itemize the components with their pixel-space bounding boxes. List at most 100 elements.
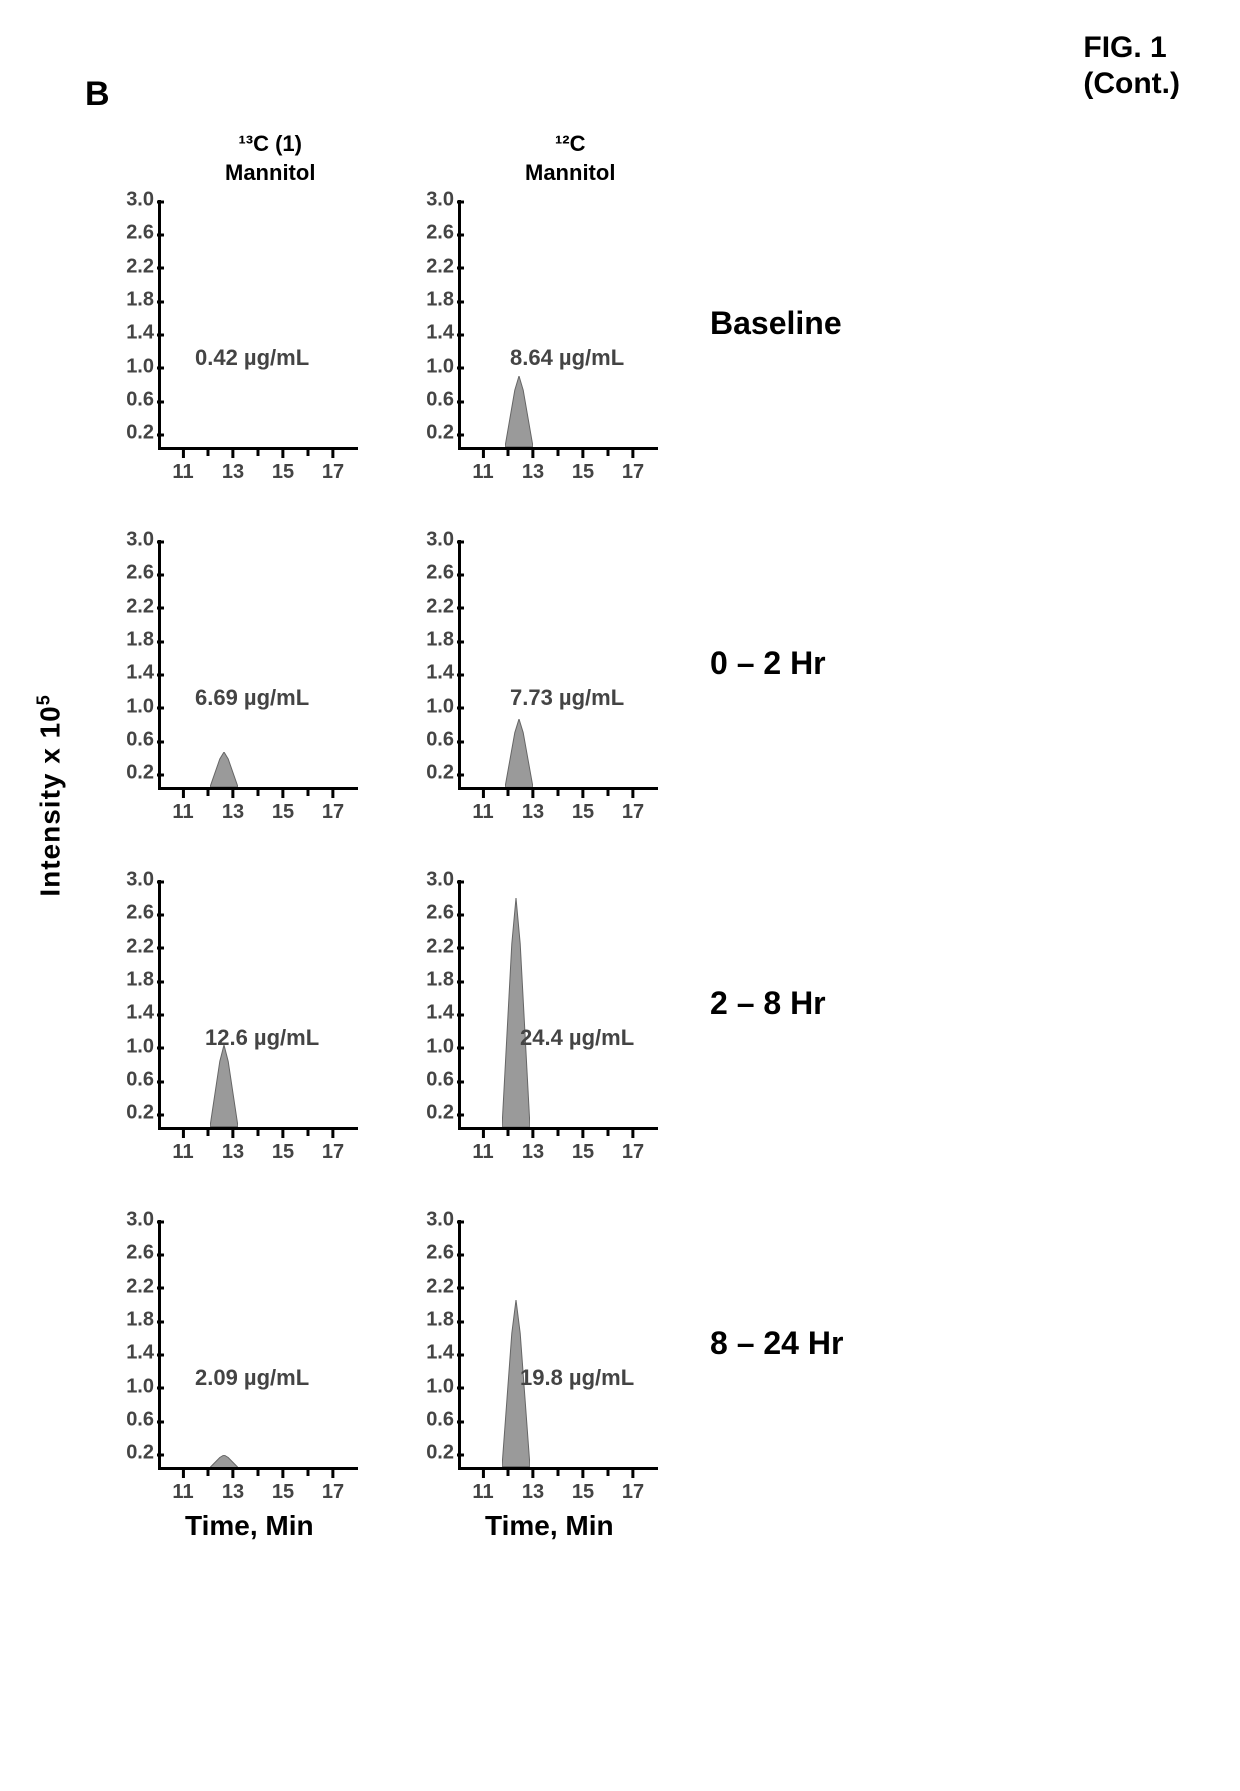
y-tick-label: 1.8 — [110, 1309, 154, 1332]
x-tick-label: 11 — [472, 801, 493, 824]
y-tick-label: 0.6 — [410, 729, 454, 752]
y-tick-label: 0.6 — [110, 1409, 154, 1432]
y-tick-label: 3.0 — [110, 529, 154, 552]
x-tick-label: 11 — [472, 461, 493, 484]
x-ticks: 11131517 — [458, 453, 658, 483]
y-tick-label: 0.2 — [410, 1102, 454, 1125]
chromatogram-peak — [210, 1045, 238, 1127]
concentration-label: 8.64 µg/mL — [510, 345, 624, 371]
y-tick-label: 2.6 — [110, 902, 154, 925]
x-tick-label: 17 — [322, 461, 344, 484]
x-minor-tick — [607, 450, 610, 456]
figure-label-line2: (Cont.) — [1083, 66, 1180, 102]
y-tick-label: 2.2 — [110, 935, 154, 958]
x-tick-label: 17 — [622, 801, 644, 824]
x-minor-tick — [207, 790, 210, 796]
y-tick-label: 3.0 — [110, 1209, 154, 1232]
y-tick-label: 2.6 — [410, 1242, 454, 1265]
y-tick-label: 0.2 — [110, 1102, 154, 1125]
y-tick-label: 1.0 — [110, 1375, 154, 1398]
y-tick-label: 2.2 — [410, 255, 454, 278]
y-tick-label: 2.6 — [110, 222, 154, 245]
x-tick-label: 13 — [522, 1141, 544, 1164]
x-tick-label: 17 — [322, 801, 344, 824]
y-tick-label: 1.4 — [110, 662, 154, 685]
concentration-label: 7.73 µg/mL — [510, 685, 624, 711]
panel-letter: B — [85, 75, 110, 114]
y-tick-label: 2.2 — [410, 1275, 454, 1298]
y-tick-label: 1.4 — [410, 662, 454, 685]
y-tick-label: 2.6 — [110, 562, 154, 585]
y-tick-label: 1.8 — [410, 969, 454, 992]
y-tick-label: 2.6 — [410, 902, 454, 925]
chromatogram-peak — [210, 752, 238, 787]
y-tick-label: 1.4 — [410, 1342, 454, 1365]
chromatogram-subplot: 0.20.61.01.41.82.22.63.0111315172.09 µg/… — [110, 1210, 370, 1520]
y-tick-label: 0.2 — [110, 422, 154, 445]
x-tick-label: 11 — [172, 1141, 193, 1164]
y-tick-label: 1.8 — [410, 629, 454, 652]
x-minor-tick — [257, 1130, 260, 1136]
chromatogram-subplot: 0.20.61.01.41.82.22.63.0111315170.42 µg/… — [110, 190, 370, 500]
plot-box — [158, 1220, 358, 1470]
y-tick-label: 2.6 — [410, 222, 454, 245]
x-tick-label: 15 — [272, 1141, 294, 1164]
x-tick-label: 17 — [622, 1141, 644, 1164]
concentration-label: 24.4 µg/mL — [520, 1025, 634, 1051]
x-minor-tick — [307, 450, 310, 456]
row-label: Baseline — [710, 305, 842, 342]
x-ticks: 11131517 — [158, 793, 358, 823]
chromatogram-peak — [502, 898, 530, 1127]
y-tick-label: 0.6 — [110, 1069, 154, 1092]
y-tick-label: 3.0 — [410, 189, 454, 212]
x-tick-label: 15 — [572, 461, 594, 484]
y-ticks: 0.20.61.01.41.82.22.63.0 — [410, 1220, 454, 1470]
y-ticks: 0.20.61.01.41.82.22.63.0 — [410, 540, 454, 790]
plot-box — [458, 880, 658, 1130]
x-tick-label: 13 — [222, 1481, 244, 1504]
x-tick-label: 11 — [172, 1481, 193, 1504]
y-tick-label: 1.0 — [410, 695, 454, 718]
x-minor-tick — [207, 1470, 210, 1476]
y-tick-label: 1.0 — [410, 1375, 454, 1398]
x-tick-label: 17 — [622, 1481, 644, 1504]
x-minor-tick — [257, 1470, 260, 1476]
x-tick-label: 17 — [322, 1141, 344, 1164]
concentration-label: 12.6 µg/mL — [205, 1025, 319, 1051]
x-minor-tick — [557, 1470, 560, 1476]
y-tick-label: 1.4 — [110, 1002, 154, 1025]
y-tick-label: 0.2 — [110, 1442, 154, 1465]
y-tick-label: 3.0 — [410, 529, 454, 552]
y-tick-label: 0.2 — [410, 422, 454, 445]
x-minor-tick — [507, 790, 510, 796]
y-tick-label: 1.0 — [110, 355, 154, 378]
y-ticks: 0.20.61.01.41.82.22.63.0 — [410, 880, 454, 1130]
chromatogram-subplot: 0.20.61.01.41.82.22.63.01113151724.4 µg/… — [410, 870, 670, 1180]
x-ticks: 11131517 — [158, 453, 358, 483]
y-tick-label: 3.0 — [110, 189, 154, 212]
x-tick-label: 15 — [272, 1481, 294, 1504]
y-tick-label: 1.4 — [110, 322, 154, 345]
x-minor-tick — [557, 450, 560, 456]
concentration-label: 2.09 µg/mL — [195, 1365, 309, 1391]
x-minor-tick — [607, 1470, 610, 1476]
x-ticks: 11131517 — [158, 1473, 358, 1503]
x-minor-tick — [257, 450, 260, 456]
y-tick-label: 1.4 — [110, 1342, 154, 1365]
concentration-label: 19.8 µg/mL — [520, 1365, 634, 1391]
x-tick-label: 11 — [472, 1141, 493, 1164]
x-tick-label: 11 — [172, 801, 193, 824]
y-tick-label: 3.0 — [410, 869, 454, 892]
plot-box — [158, 200, 358, 450]
chromatogram-subplot: 0.20.61.01.41.82.22.63.0111315177.73 µg/… — [410, 530, 670, 840]
y-tick-label: 0.6 — [110, 729, 154, 752]
x-minor-tick — [557, 1130, 560, 1136]
x-minor-tick — [607, 790, 610, 796]
x-tick-label: 17 — [622, 461, 644, 484]
x-minor-tick — [257, 790, 260, 796]
y-tick-label: 1.0 — [110, 695, 154, 718]
y-tick-label: 0.6 — [410, 1409, 454, 1432]
x-axis-label: Time, Min — [185, 1510, 314, 1542]
y-tick-label: 2.2 — [110, 255, 154, 278]
chromatogram-subplot: 0.20.61.01.41.82.22.63.01113151719.8 µg/… — [410, 1210, 670, 1520]
